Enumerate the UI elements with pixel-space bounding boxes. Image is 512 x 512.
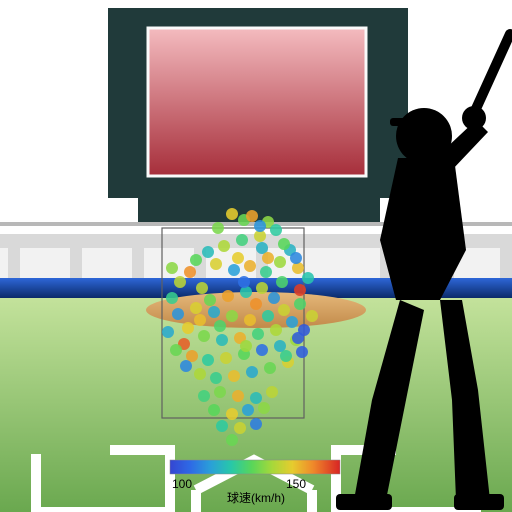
stands-column [8,234,20,278]
pitch-marker [190,254,202,266]
pitch-marker [226,434,238,446]
pitch-marker [250,298,262,310]
pitch-marker [182,322,194,334]
pitch-marker [252,328,264,340]
batter-foot-front [336,494,392,510]
pitch-marker [232,252,244,264]
pitch-marker [232,390,244,402]
pitch-marker [270,224,282,236]
legend-bar [170,460,340,474]
pitch-marker [274,340,286,352]
pitch-marker [256,282,268,294]
pitch-marker [202,246,214,258]
pitch-marker [216,420,228,432]
pitch-marker [256,344,268,356]
stands-column [132,234,144,278]
pitch-marker [216,334,228,346]
pitch-marker [256,242,268,254]
pitch-marker [246,210,258,222]
pitch-marker [204,294,216,306]
pitch-marker [198,330,210,342]
pitch-marker [302,272,314,284]
batter-head [396,108,452,164]
pitch-marker [210,258,222,270]
pitch-marker [214,320,226,332]
pitch-marker [208,404,220,416]
pitch-marker [262,310,274,322]
pitch-marker [226,408,238,420]
pitch-marker [294,284,306,296]
pitch-marker [220,352,232,364]
pitch-marker [228,370,240,382]
helmet-brim [390,118,424,126]
legend-tick: 100 [172,477,192,491]
pitch-marker [278,238,290,250]
pitch-marker [292,262,304,274]
batter-foot-back [454,494,504,510]
pitch-marker [228,264,240,276]
pitch-marker [238,276,250,288]
pitch-marker [212,222,224,234]
pitch-marker [198,390,210,402]
pitch-marker [222,290,234,302]
pitch-marker [260,266,272,278]
pitch-marker [184,266,196,278]
batter-hands [462,106,486,130]
stands-column [70,234,82,278]
pitch-marker [290,252,302,264]
pitch-marker [186,350,198,362]
pitch-marker [202,354,214,366]
pitch-marker [264,362,276,374]
pitch-marker [172,308,184,320]
pitch-marker [162,326,174,338]
pitch-marker [294,298,306,310]
pitch-marker [286,316,298,328]
pitch-marker [262,252,274,264]
pitch-marker [258,402,270,414]
pitch-marker [244,260,256,272]
pitch-marker [278,304,290,316]
pitch-marker [166,292,178,304]
pitch-marker [226,310,238,322]
scoreboard-screen [148,28,366,176]
pitch-marker [194,368,206,380]
pitch-marker [214,386,226,398]
pitch-marker [296,346,308,358]
pitch-marker [242,404,254,416]
pitch-marker [208,306,220,318]
pitch-marker [246,366,258,378]
pitch-marker [180,360,192,372]
pitch-marker [170,344,182,356]
pitch-marker [240,286,252,298]
legend-tick: 150 [286,477,306,491]
scoreboard-support [138,198,380,222]
stands-column [500,234,512,278]
pitch-marker [236,234,248,246]
legend-label: 球速(km/h) [227,491,285,505]
pitch-marker [292,332,304,344]
pitch-marker [234,422,246,434]
pitch-marker [196,282,208,294]
pitch-marker [276,276,288,288]
pitch-marker [280,350,292,362]
pitch-marker [268,292,280,304]
pitch-marker [226,208,238,220]
pitch-marker [190,302,202,314]
pitch-marker [274,256,286,268]
pitch-marker [166,262,178,274]
pitch-marker [250,392,262,404]
pitch-marker [250,418,262,430]
pitch-marker [194,314,206,326]
pitch-marker [266,386,278,398]
pitch-marker [270,324,282,336]
pitch-marker [254,220,266,232]
pitch-marker [218,240,230,252]
pitch-marker [174,276,186,288]
pitch-marker [306,310,318,322]
pitch-marker [210,372,222,384]
pitch-marker [244,314,256,326]
pitch-marker [240,340,252,352]
